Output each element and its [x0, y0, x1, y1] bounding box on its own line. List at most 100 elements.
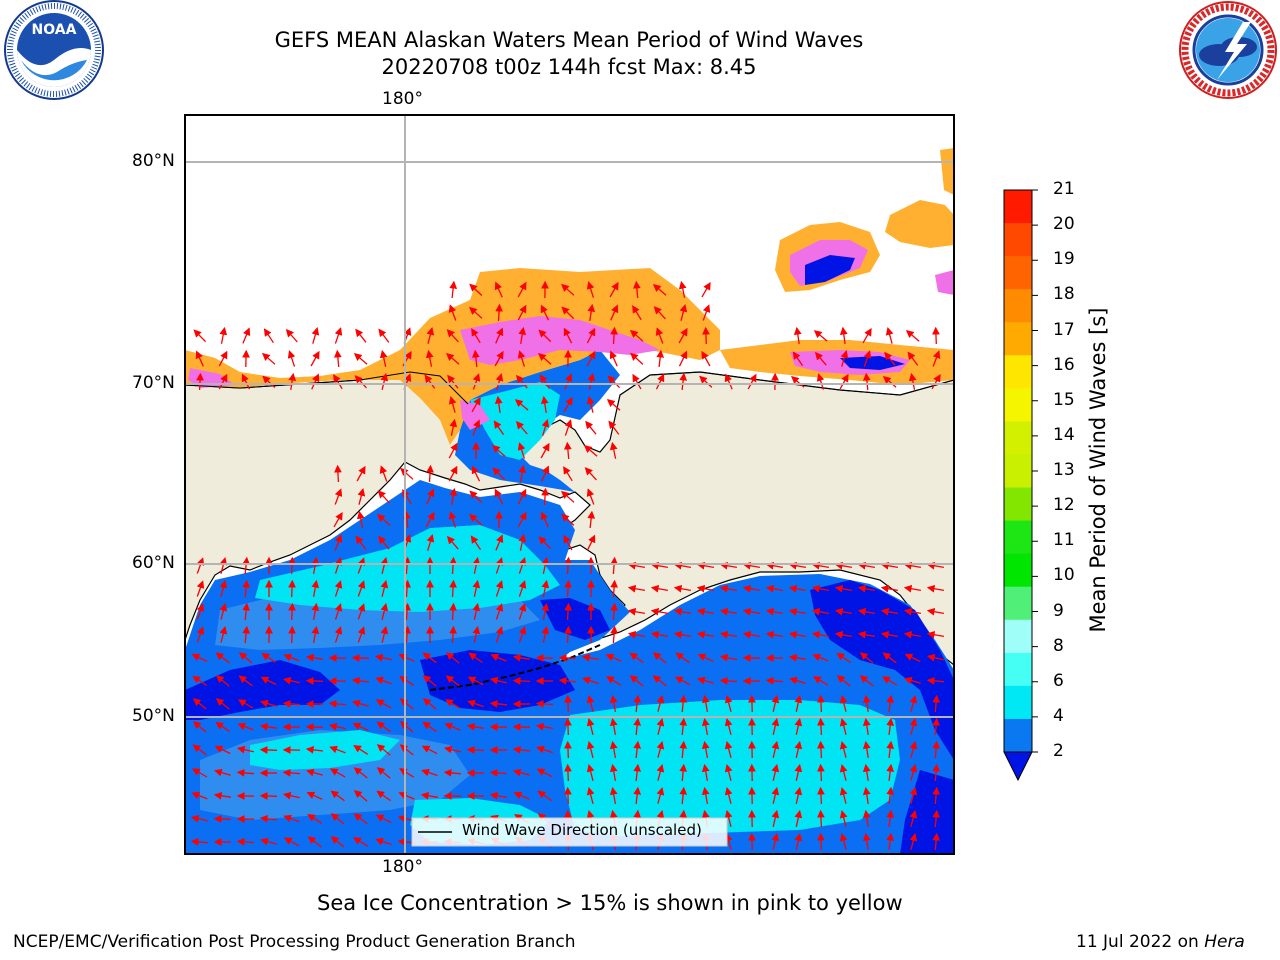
- wind-wave-arrow: [632, 373, 642, 390]
- wind-wave-arrow: [586, 694, 595, 712]
- wind-wave-arrow: [351, 654, 370, 662]
- wind-wave-arrow: [794, 832, 803, 850]
- wind-wave-arrow: [536, 745, 553, 754]
- wind-wave-arrow: [489, 699, 508, 708]
- wind-wave-arrow: [540, 442, 550, 459]
- wind-wave-arrow: [218, 350, 228, 367]
- wind-wave-arrow: [443, 768, 462, 777]
- wind-wave-arrow: [446, 535, 459, 550]
- colorbar-tick-label: 15: [1053, 389, 1075, 410]
- wind-wave-arrow: [904, 676, 921, 685]
- wind-wave-arrow: [518, 626, 527, 643]
- wind-wave-arrow: [880, 630, 899, 639]
- wind-wave-arrow: [931, 373, 941, 390]
- wind-wave-arrow: [214, 745, 231, 755]
- wind-wave-arrow: [836, 652, 851, 664]
- wind-wave-arrow: [702, 304, 711, 321]
- wind-wave-arrow: [354, 375, 367, 389]
- wind-wave-arrow: [724, 832, 733, 850]
- wind-wave-arrow: [771, 832, 780, 850]
- wind-wave-arrow: [538, 536, 552, 550]
- wind-wave-arrow: [607, 375, 621, 389]
- wind-wave-arrow: [357, 557, 366, 574]
- wind-wave-arrow: [811, 584, 830, 593]
- wind-wave-arrow: [811, 607, 830, 616]
- wind-wave-arrow: [421, 745, 438, 755]
- wind-wave-arrow: [494, 350, 504, 367]
- wind-wave-arrow: [742, 584, 761, 593]
- wind-wave-arrow: [701, 740, 710, 759]
- wind-wave-arrow: [564, 419, 573, 436]
- wind-wave-arrow: [696, 630, 715, 639]
- wind-wave-arrow: [932, 763, 941, 782]
- wind-wave-arrow: [817, 694, 825, 713]
- wind-wave-arrow: [724, 373, 733, 390]
- wind-wave-arrow: [357, 488, 366, 505]
- wind-wave-arrow: [679, 786, 688, 805]
- wind-wave-arrow: [678, 280, 687, 298]
- wind-wave-arrow: [469, 306, 483, 319]
- wind-wave-arrow: [192, 744, 207, 756]
- wind-wave-arrow: [492, 444, 506, 457]
- wind-wave-arrow: [817, 786, 825, 805]
- wind-wave-arrow: [495, 626, 504, 643]
- wind-wave-arrow: [471, 465, 481, 482]
- ocean-calm-patch: [810, 580, 954, 760]
- wind-wave-arrow: [494, 395, 503, 413]
- wind-wave-arrow: [886, 717, 895, 735]
- wind-wave-arrow: [811, 561, 830, 570]
- wind-wave-arrow: [334, 603, 343, 620]
- lon-label-bottom: 180°: [382, 857, 423, 877]
- wind-wave-arrow: [880, 607, 899, 616]
- wind-wave-arrow: [793, 326, 802, 344]
- wind-wave-arrow: [380, 579, 389, 597]
- wind-wave-arrow: [652, 283, 667, 296]
- wind-wave-arrow: [377, 490, 390, 504]
- colorbar-tick-label: 10: [1053, 565, 1075, 586]
- wind-wave-arrow: [679, 717, 688, 736]
- wind-wave-arrow: [242, 602, 251, 621]
- wind-wave-arrow: [788, 630, 807, 639]
- wind-wave-arrow: [494, 488, 504, 505]
- colorbar-segment: [1004, 652, 1032, 687]
- wind-wave-arrow: [903, 561, 922, 570]
- wind-wave-arrow: [219, 326, 228, 344]
- wind-wave-arrow: [585, 420, 597, 435]
- wind-wave-arrow: [699, 375, 713, 388]
- wind-wave-arrow: [564, 556, 572, 575]
- wind-wave-arrow: [765, 584, 784, 593]
- wind-wave-arrow: [701, 281, 711, 298]
- wind-wave-arrow: [903, 584, 922, 593]
- wind-wave-arrow: [443, 745, 461, 754]
- wind-wave-arrow: [679, 763, 688, 782]
- wind-wave-arrow: [518, 580, 527, 597]
- wind-wave-arrow: [742, 607, 761, 616]
- wind-wave-arrow: [541, 487, 549, 506]
- wind-wave-arrow: [403, 579, 412, 598]
- colorbar-segment: [1004, 487, 1032, 522]
- wind-wave-arrow: [909, 810, 918, 827]
- wind-wave-arrow: [449, 418, 458, 436]
- wind-wave-arrow: [495, 303, 503, 322]
- wind-wave-arrow: [632, 280, 641, 299]
- colorbar-tick-label: 11: [1053, 530, 1075, 551]
- wind-wave-arrow: [656, 764, 665, 781]
- wind-wave-arrow: [859, 652, 874, 664]
- wind-wave-arrow: [446, 329, 459, 343]
- wind-wave-arrow: [190, 814, 208, 823]
- wind-wave-arrow: [449, 579, 457, 598]
- wind-wave-arrow: [471, 349, 480, 368]
- wind-wave-arrow: [512, 768, 530, 777]
- wind-wave-arrow: [678, 327, 688, 344]
- wind-wave-arrow: [816, 373, 825, 390]
- ocean-calm-patch: [900, 770, 954, 854]
- wind-wave-arrow: [932, 786, 941, 805]
- wind-wave-arrow: [422, 675, 437, 687]
- wind-wave-arrow: [609, 740, 618, 759]
- wind-wave-arrow: [679, 740, 688, 759]
- wind-wave-arrow: [489, 769, 508, 777]
- wind-wave-arrow: [862, 740, 871, 758]
- wind-wave-arrow: [702, 326, 710, 345]
- wind-wave-arrow: [719, 584, 738, 593]
- wind-wave-arrow: [355, 535, 367, 550]
